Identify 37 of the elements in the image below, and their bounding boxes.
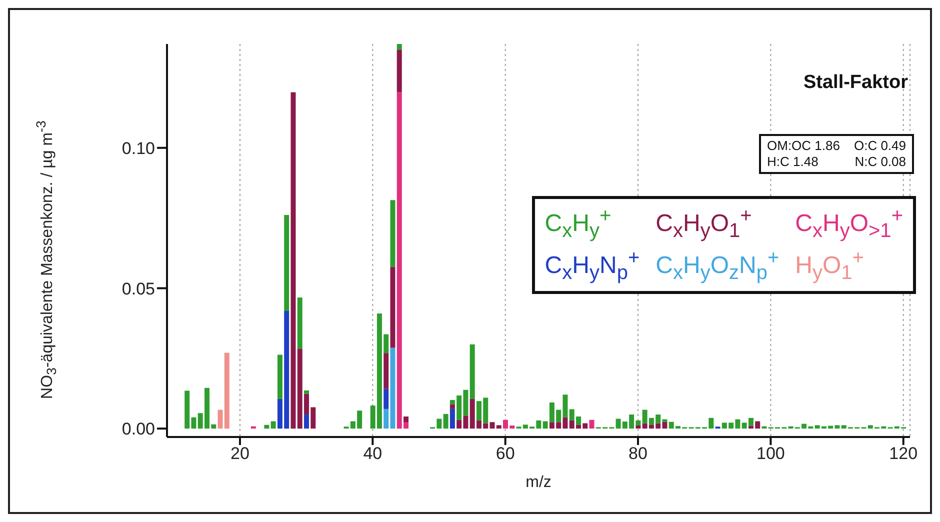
bar: [396, 50, 402, 92]
bar: [589, 420, 594, 429]
x-tick-label: 120: [889, 444, 918, 464]
bar: [396, 44, 402, 50]
y-tick-label: 0.00: [122, 420, 155, 439]
y-tick-label: 0.05: [122, 279, 155, 298]
bar: [264, 424, 270, 429]
bar: [384, 388, 389, 409]
bar: [636, 425, 641, 429]
bar: [390, 266, 396, 348]
bar: [304, 414, 309, 429]
bar: [290, 92, 296, 429]
bar: [384, 353, 389, 389]
x-tick-label: 40: [363, 444, 382, 464]
x-tick-label: 60: [496, 444, 515, 464]
bar: [297, 297, 302, 349]
bar: [284, 214, 290, 311]
x-tick-label: 20: [230, 444, 250, 464]
bar: [443, 414, 448, 429]
bar: [496, 425, 502, 429]
annotation: OM:OC 1.86: [767, 138, 840, 154]
bar: [470, 344, 475, 399]
annotation: O:C 0.49: [854, 138, 906, 154]
bar: [390, 200, 396, 267]
x-axis-title: m/z: [526, 474, 552, 491]
y-tick-label: 0.10: [122, 138, 155, 158]
annotation: N:C 0.08: [854, 154, 906, 170]
bar: [450, 408, 455, 429]
x-tick-label: 80: [628, 444, 648, 464]
bar: [404, 416, 409, 422]
bar: [277, 354, 282, 399]
x-tick-label: 100: [756, 444, 785, 464]
bar: [450, 404, 455, 409]
bar: [304, 390, 309, 394]
annotation: H:C 1.48: [767, 154, 820, 170]
bar: [270, 421, 276, 429]
text: Stall-Faktor: [803, 72, 908, 94]
